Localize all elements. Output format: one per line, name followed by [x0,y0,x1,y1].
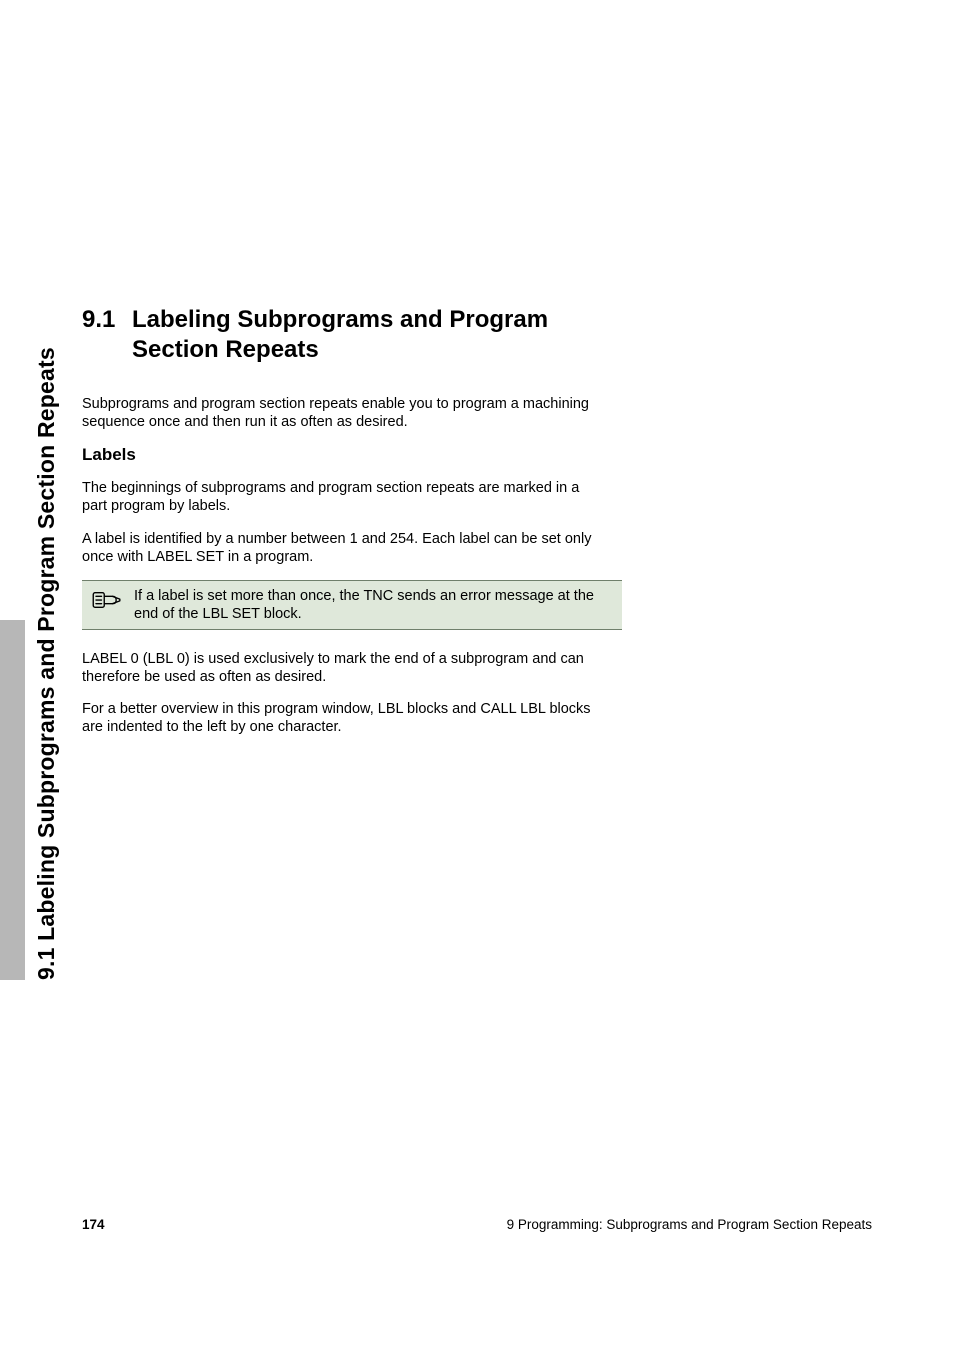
page-footer: 174 9 Programming: Subprograms and Progr… [82,1217,872,1232]
page-content: 9.1 Labeling Subprograms and Program Sec… [82,305,622,751]
intro-paragraph: Subprograms and program section repeats … [82,395,602,431]
section-heading: 9.1 Labeling Subprograms and Program Sec… [82,305,622,365]
paragraph-1: The beginnings of subprograms and progra… [82,479,602,515]
chapter-title: 9 Programming: Subprograms and Program S… [507,1217,872,1232]
callout-text: If a label is set more than once, the TN… [134,587,612,623]
section-number: 9.1 [82,305,132,365]
section-title: Labeling Subprograms and Program Section… [132,305,552,365]
hand-pointing-icon [92,589,122,616]
side-section-title: 9.1 Labeling Subprograms and Program Sec… [33,347,60,980]
side-tab-marker [0,620,25,980]
callout-note: If a label is set more than once, the TN… [82,580,622,630]
paragraph-3: LABEL 0 (LBL 0) is used exclusively to m… [82,650,602,686]
paragraph-4: For a better overview in this program wi… [82,700,602,736]
paragraph-2: A label is identified by a number betwee… [82,530,602,566]
page-number: 174 [82,1217,105,1232]
subsection-heading: Labels [82,445,622,465]
